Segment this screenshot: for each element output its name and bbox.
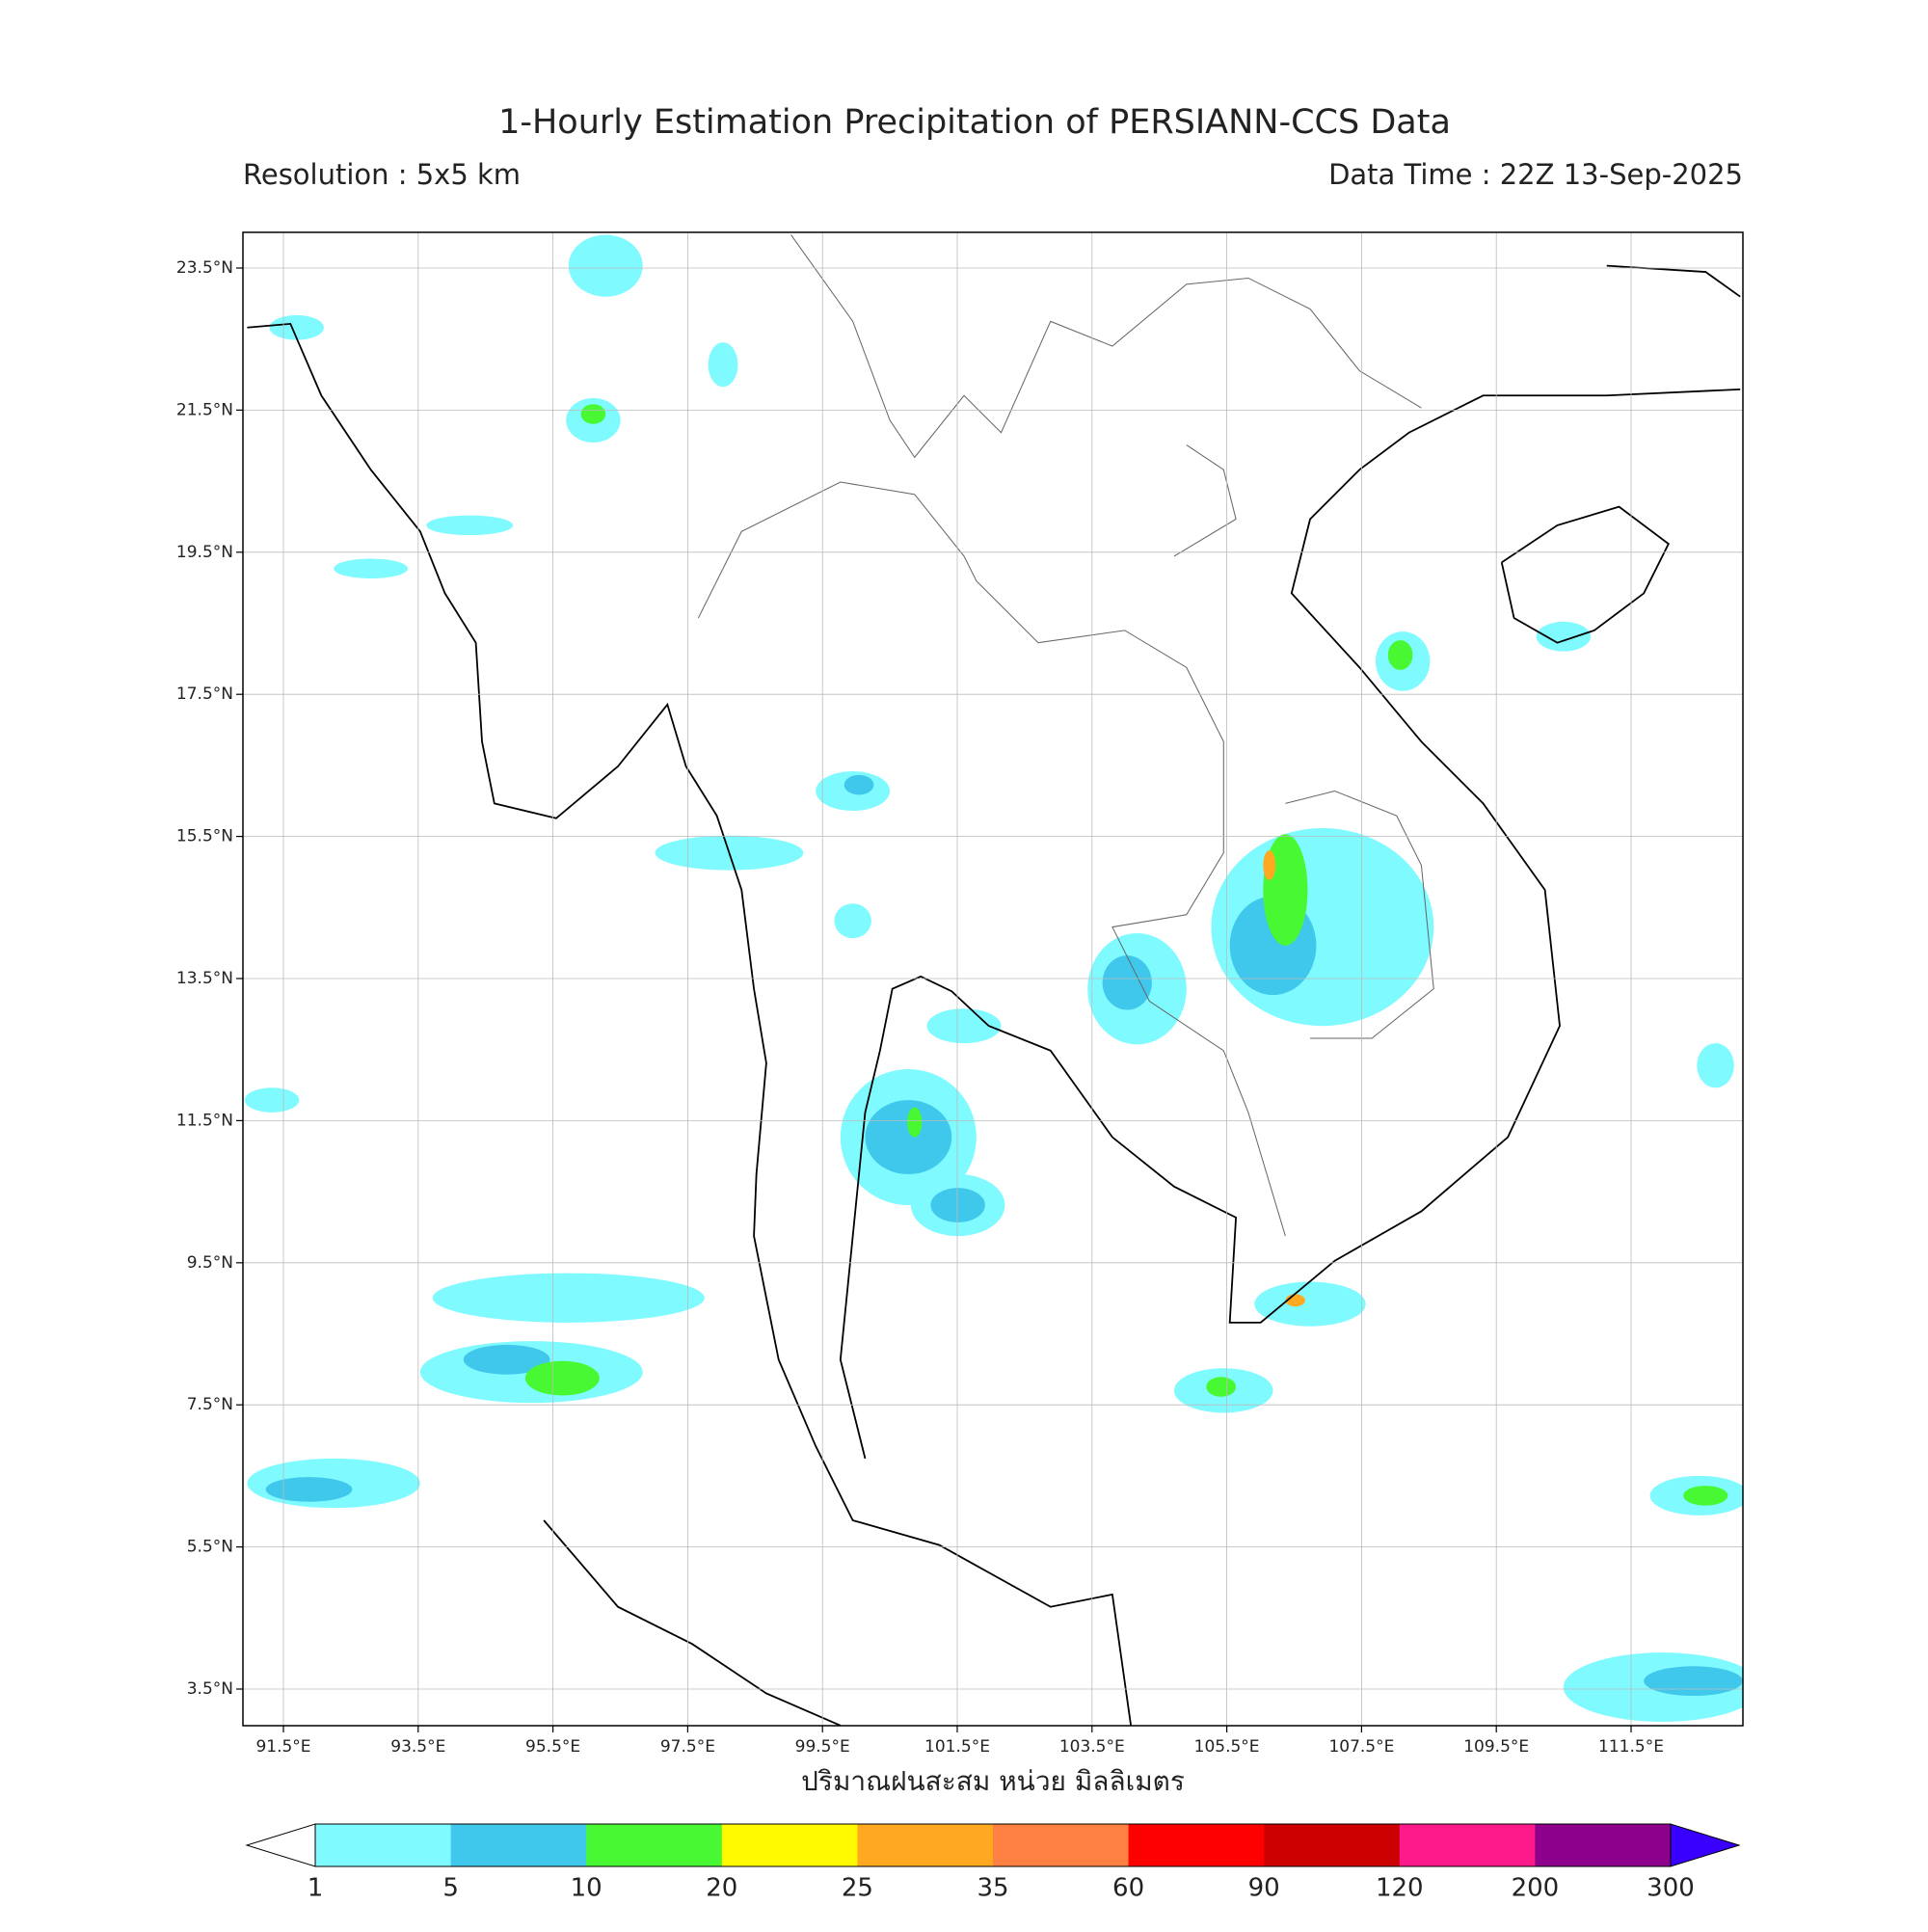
lon-tick-label: 93.5°E [390, 1737, 445, 1757]
colorbar-segment [1535, 1824, 1672, 1866]
colorbar-level-label: 120 [1376, 1874, 1424, 1903]
colorbar-level-label: 90 [1248, 1874, 1280, 1903]
precipitation [244, 234, 1743, 1722]
colorbar-segment [450, 1824, 587, 1866]
lat-tick-label: 21.5°N [176, 400, 233, 419]
colorbar-segment [721, 1824, 858, 1866]
colorbar-level-label: 300 [1647, 1874, 1695, 1903]
colorbar-segment [857, 1824, 994, 1866]
colorbar-segment [1128, 1824, 1265, 1866]
colorbar-level-label: 200 [1512, 1874, 1560, 1903]
colorbar-level-label: 60 [1112, 1874, 1144, 1903]
colorbar-level-label: 35 [977, 1874, 1008, 1903]
colorbar-segment [993, 1824, 1130, 1866]
lon-tick-label: 105.5°E [1194, 1737, 1260, 1757]
colorbar-frame [314, 1823, 1672, 1867]
lon-tick-label: 101.5°E [924, 1737, 990, 1757]
colorbar-under [245, 1823, 316, 1867]
colorbar-level-label: 20 [706, 1874, 737, 1903]
lon-tick-label: 95.5°E [525, 1737, 580, 1757]
lon-tick-label: 107.5°E [1328, 1737, 1394, 1757]
lon-tick-label: 109.5°E [1463, 1737, 1529, 1757]
resolution: Resolution : 5x5 km [243, 158, 521, 191]
lon-tick-label: 99.5°E [795, 1737, 850, 1757]
colorbar-segment [315, 1824, 452, 1866]
lat-tick-label: 3.5°N [187, 1679, 233, 1699]
lat-tick-label: 7.5°N [187, 1395, 233, 1414]
lon-tick-label: 111.5°E [1598, 1737, 1664, 1757]
colorbar-segment [1264, 1824, 1401, 1866]
lon-tick-label: 97.5°E [660, 1737, 715, 1757]
colorbar-level-label: 25 [842, 1874, 873, 1903]
map-frame [242, 231, 1744, 1727]
colorbar-over [1670, 1823, 1741, 1867]
colorbar-segment [586, 1824, 723, 1866]
graticule [243, 232, 1743, 1726]
map-area [244, 234, 1743, 1726]
lat-tick-label: 23.5°N [176, 258, 233, 278]
data-time: Data Time : 22Z 13-Sep-2025 [1328, 158, 1743, 191]
lat-tick-label: 19.5°N [176, 543, 233, 562]
lat-tick-label: 9.5°N [187, 1253, 233, 1273]
colorbar-level-label: 5 [442, 1874, 459, 1903]
lon-tick-label: 103.5°E [1059, 1737, 1125, 1757]
colorbar-level-label: 10 [571, 1874, 602, 1903]
lat-tick-label: 17.5°N [176, 684, 233, 704]
lat-tick-label: 13.5°N [176, 969, 233, 988]
lat-tick-label: 15.5°N [176, 827, 233, 846]
borders [697, 234, 1434, 1237]
colorbar-label: ปริมาณฝนสะสม หน่วย มิลลิเมตร [801, 1765, 1185, 1797]
lat-tick-label: 5.5°N [187, 1538, 233, 1557]
coastlines [247, 264, 1741, 1726]
lat-tick-label: 11.5°N [176, 1111, 233, 1130]
title: 1-Hourly Estimation Precipitation of PER… [498, 103, 1451, 142]
lon-tick-label: 91.5°E [255, 1737, 310, 1757]
colorbar-segment [1399, 1824, 1536, 1866]
colorbar-level-label: 1 [308, 1874, 324, 1903]
